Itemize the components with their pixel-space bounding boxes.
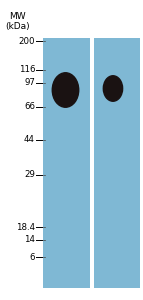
- Text: 29: 29: [24, 170, 35, 179]
- Bar: [43, 38, 90, 288]
- Text: 116: 116: [19, 65, 35, 74]
- Text: 18.4: 18.4: [16, 223, 35, 232]
- Text: 6: 6: [30, 253, 35, 262]
- Text: 200: 200: [19, 37, 35, 46]
- Text: MW
(kDa): MW (kDa): [5, 12, 29, 32]
- Text: 66: 66: [24, 102, 35, 111]
- Text: 14: 14: [24, 236, 35, 244]
- Bar: [94, 38, 140, 288]
- Ellipse shape: [52, 73, 79, 107]
- Text: 44: 44: [24, 135, 35, 144]
- Ellipse shape: [103, 76, 123, 101]
- Text: 97: 97: [24, 78, 35, 87]
